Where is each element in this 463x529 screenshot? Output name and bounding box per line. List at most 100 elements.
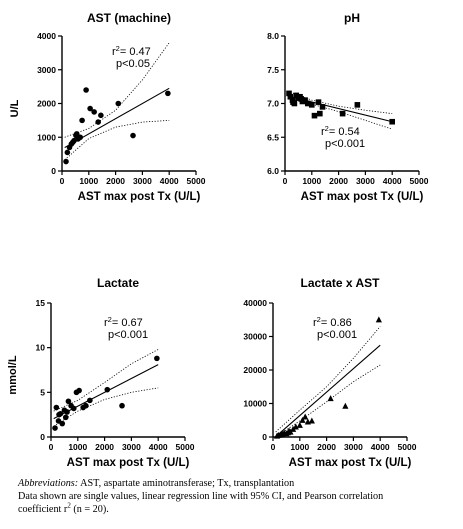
y-tick-label: 0 xyxy=(40,432,45,442)
y-tick-label: 3000 xyxy=(37,65,56,75)
data-point xyxy=(165,90,171,97)
y-axis-label: mmol/L xyxy=(7,355,19,394)
data-point xyxy=(52,425,58,431)
data-point xyxy=(76,387,82,394)
y-tick-label: 20000 xyxy=(243,365,267,375)
y-tick-label: 6.5 xyxy=(267,132,279,142)
data-point xyxy=(292,423,299,430)
x-axis-label: AST max post Tx (U/L) xyxy=(289,457,412,469)
y-tick-label: 8.0 xyxy=(267,31,279,41)
x-tick-label: 4000 xyxy=(371,442,390,452)
caption-line-2: Data shown are single values, linear reg… xyxy=(18,491,384,502)
y-tick-label: 0 xyxy=(51,166,56,176)
data-point xyxy=(302,97,308,103)
data-point xyxy=(119,402,125,409)
x-tick-label: 5000 xyxy=(187,176,206,186)
data-point xyxy=(339,110,346,117)
r-squared-label: r2= 0.47 xyxy=(112,44,151,58)
x-tick-label: 4000 xyxy=(160,176,179,186)
data-point xyxy=(63,158,69,165)
chart-title: Lactate xyxy=(97,276,139,290)
ci-upper-band xyxy=(275,326,381,433)
data-point xyxy=(69,139,76,146)
data-point xyxy=(354,102,361,108)
p-value-label: p<0.001 xyxy=(108,329,148,341)
data-point xyxy=(286,90,292,97)
x-tick-label: 5000 xyxy=(176,442,195,452)
y-tick-label: 10000 xyxy=(243,399,267,409)
data-point xyxy=(59,420,66,427)
x-tick-label: 4000 xyxy=(149,442,168,452)
x-axis-label: AST max post Tx (U/L) xyxy=(78,191,201,203)
r-squared-label: r2= 0.67 xyxy=(104,315,143,329)
x-tick-label: 3000 xyxy=(122,442,141,452)
abbreviations-text: AST, aspartate aminotransferase; Tx, tra… xyxy=(78,478,295,489)
data-point xyxy=(115,100,122,107)
data-point xyxy=(87,397,93,404)
data-point xyxy=(73,131,80,137)
data-point xyxy=(56,411,62,418)
data-point xyxy=(375,316,382,323)
y-tick-label: 1000 xyxy=(37,132,56,142)
data-point xyxy=(104,386,111,393)
data-point xyxy=(327,395,334,402)
data-point xyxy=(298,95,304,102)
abbreviations-label: Abbreviations: xyxy=(18,478,79,489)
r-squared-label: r2= 0.54 xyxy=(321,124,360,138)
y-tick-label: 5 xyxy=(40,387,45,397)
chart-title: Lactate x AST xyxy=(301,276,381,290)
y-tick-label: 2000 xyxy=(37,99,56,109)
x-tick-label: 2000 xyxy=(329,176,348,186)
data-point xyxy=(311,112,318,119)
y-tick-label: 7.5 xyxy=(267,65,279,75)
data-point xyxy=(296,421,303,428)
x-tick-label: 0 xyxy=(283,176,288,186)
data-point xyxy=(98,112,104,119)
data-point xyxy=(317,110,323,117)
chart-panel-3: Lactate 0 1000 2000 3000 4000 5000 0 5 10 15 AST ma… xyxy=(7,276,195,469)
regression-line xyxy=(275,344,381,438)
caption-abbreviations: Abbreviations: AST, aspartate aminotrans… xyxy=(18,477,458,490)
p-value-label: p<0.05 xyxy=(116,58,150,70)
x-axis-label: AST max post Tx (U/L) xyxy=(301,191,424,203)
y-tick-label: 30000 xyxy=(243,332,267,342)
x-tick-label: 1000 xyxy=(68,442,87,452)
data-point xyxy=(277,431,285,438)
data-point xyxy=(285,427,293,434)
data-point xyxy=(154,355,160,362)
data-point xyxy=(65,398,72,405)
data-point xyxy=(70,405,77,412)
data-point xyxy=(287,93,294,100)
y-tick-label: 6.0 xyxy=(267,166,279,176)
chart-title: pH xyxy=(344,11,360,25)
data-point xyxy=(130,132,136,139)
y-tick-label: 15 xyxy=(36,298,46,308)
x-tick-label: 4000 xyxy=(383,176,402,186)
ci-lower-band xyxy=(287,98,393,130)
p-value-label: p<0.001 xyxy=(325,138,365,150)
data-point xyxy=(290,99,296,105)
data-point xyxy=(77,134,84,141)
y-tick-label: 10 xyxy=(36,343,46,353)
y-tick-label: 40000 xyxy=(243,298,267,308)
x-axis-label: AST max post Tx (U/L) xyxy=(67,457,190,469)
x-tick-label: 1000 xyxy=(79,176,98,186)
data-point xyxy=(83,87,89,93)
figure-caption: Abbreviations: AST, aspartate aminotrans… xyxy=(18,477,458,516)
caption-line-3-a: coefficient r xyxy=(18,504,68,515)
x-tick-label: 1000 xyxy=(290,442,309,452)
p-value-label: p<0.001 xyxy=(317,329,357,341)
y-axis-label: U/L xyxy=(9,99,21,117)
x-tick-label: 0 xyxy=(49,442,54,452)
data-point xyxy=(319,104,326,110)
ci-lower-band xyxy=(275,364,381,438)
data-point xyxy=(389,118,395,125)
x-tick-label: 2000 xyxy=(317,442,336,452)
data-point xyxy=(62,414,69,421)
chart-panel-1: AST (machine) 0 1000 2000 3000 4000 5000 0 1000 2… xyxy=(9,11,206,203)
x-tick-label: 1000 xyxy=(302,176,321,186)
chart-figure: AST (machine)0 1000 2000 3000 4000 5000010002… xyxy=(7,11,429,469)
data-point xyxy=(64,409,70,415)
x-tick-label: 3000 xyxy=(356,176,375,186)
chart-panel-2: pH 0 1000 2000 3000 4000 5000 6.0 6.5 7.0 7.5 8.0 AS… xyxy=(267,11,429,203)
